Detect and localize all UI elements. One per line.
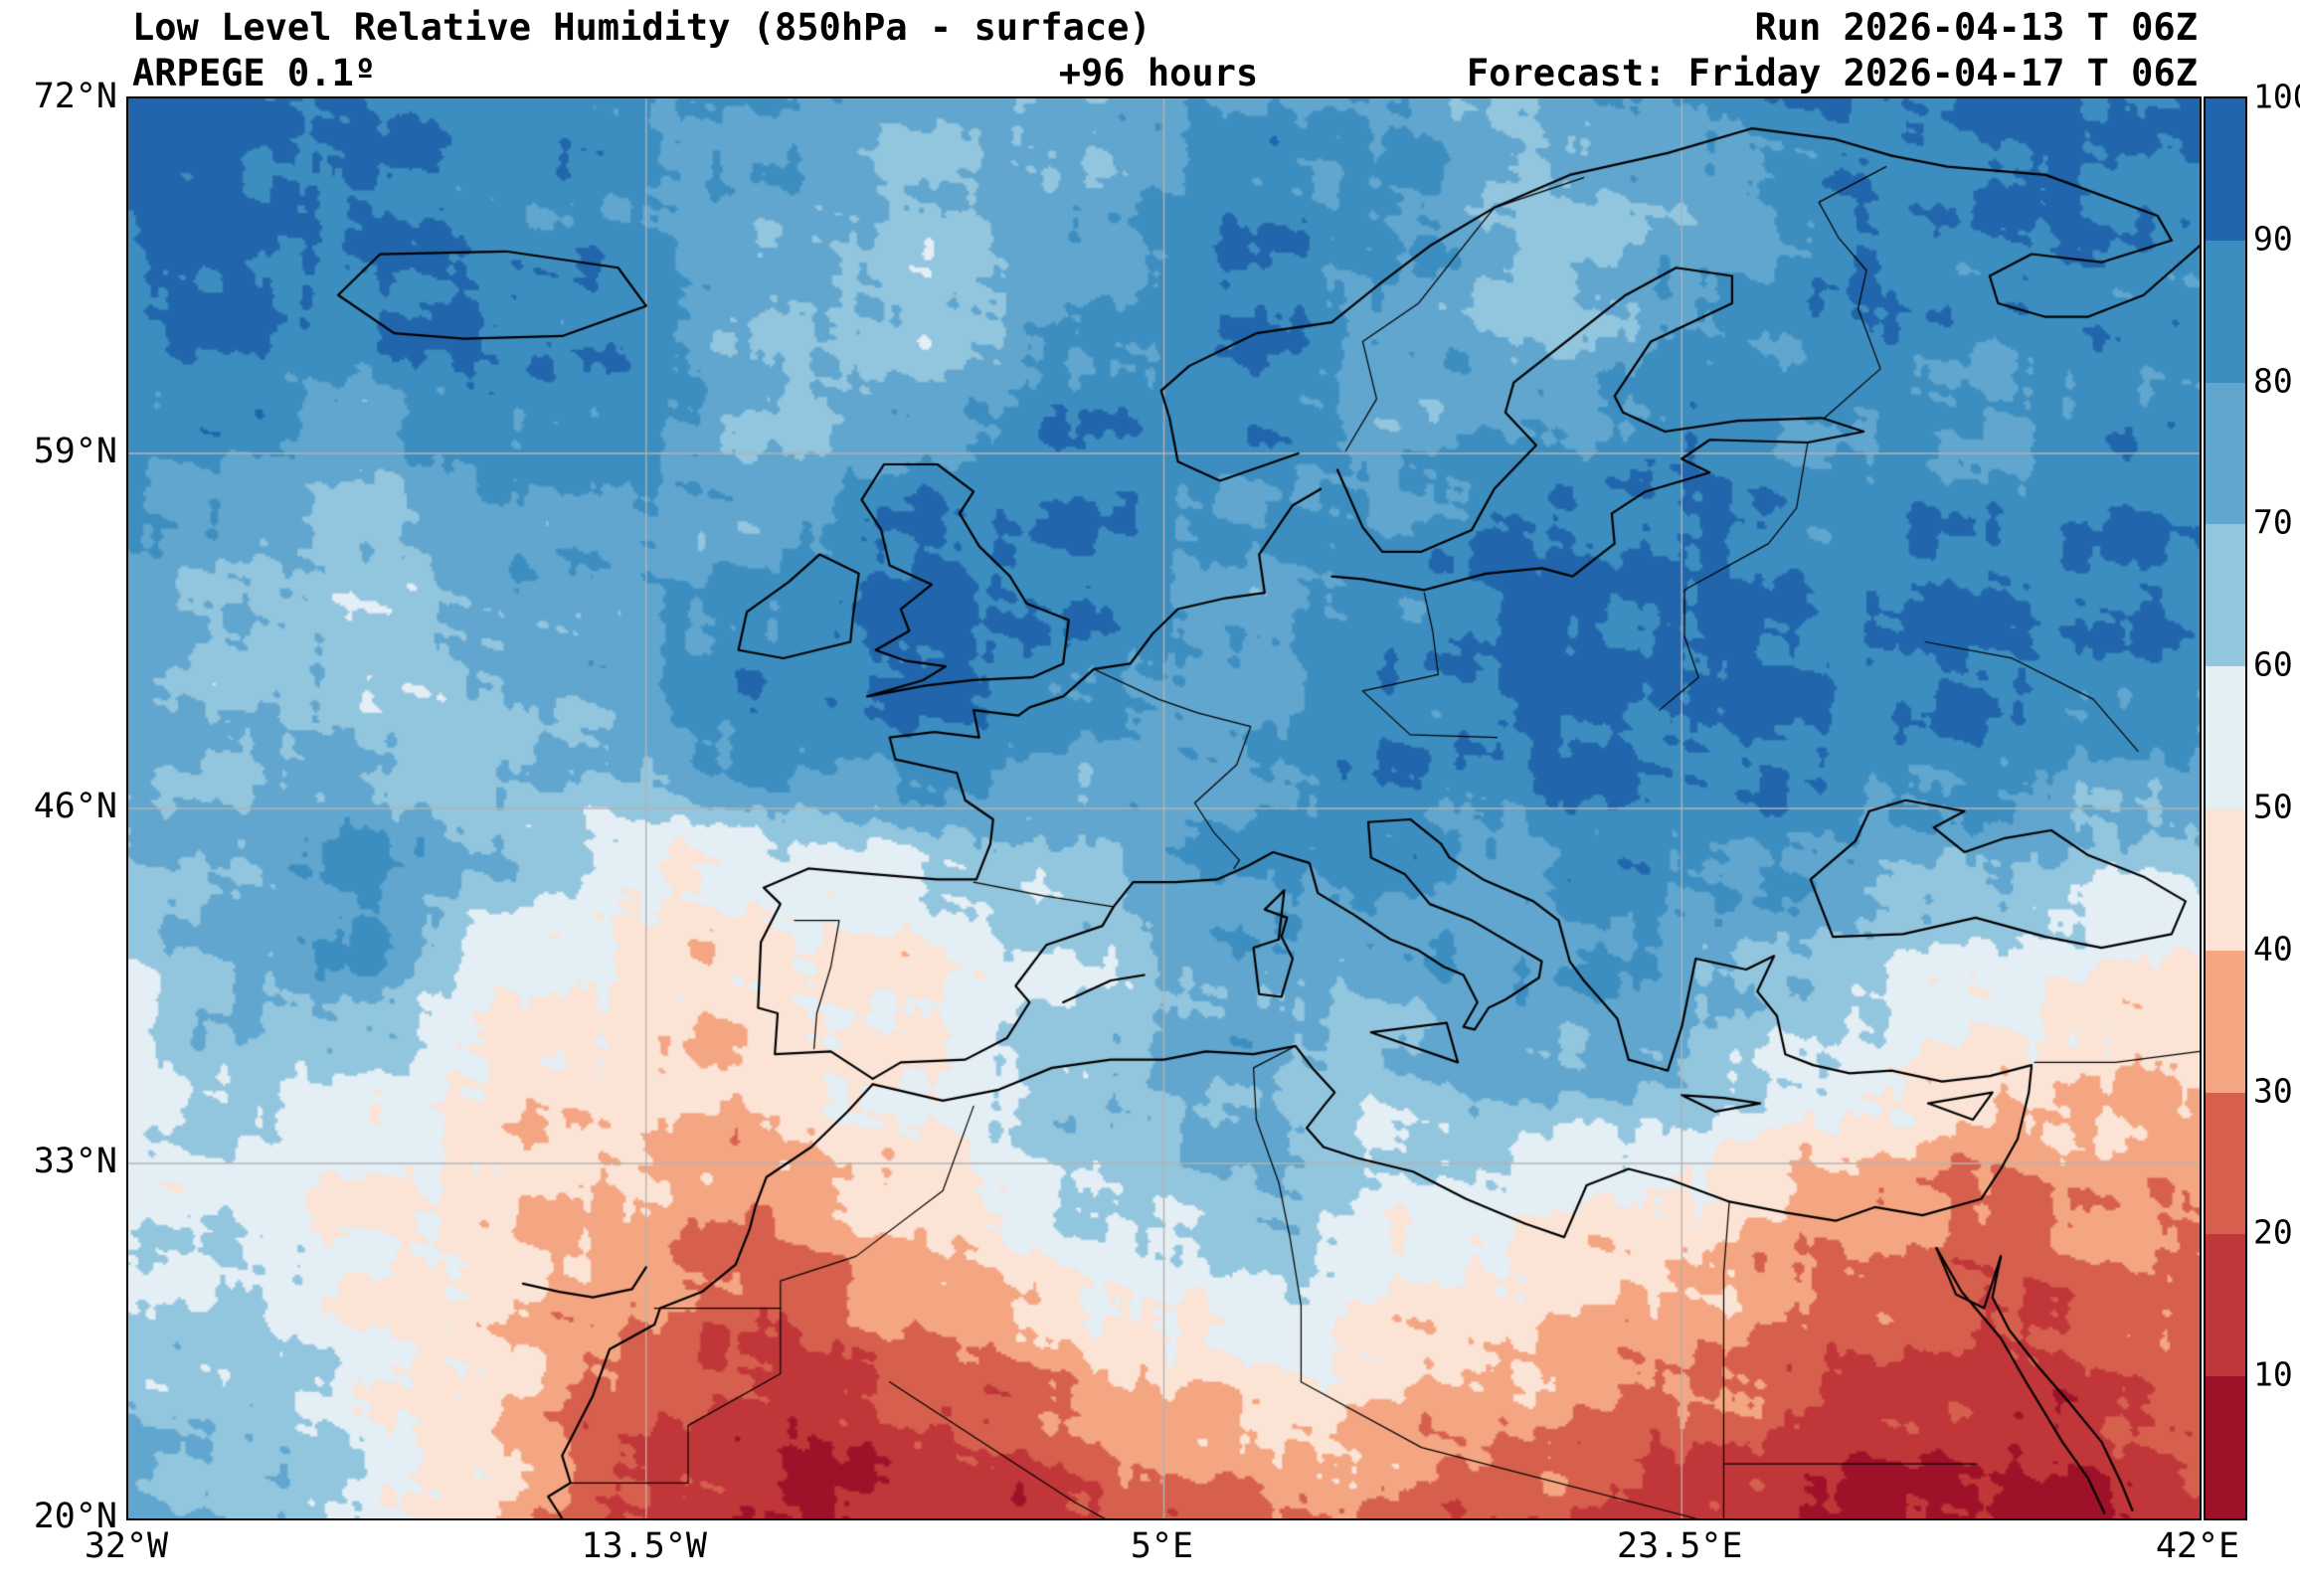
lon-tick-label: 13.5°W <box>581 1526 707 1566</box>
lat-tick-label: 59°N <box>33 432 117 471</box>
map-overlay-canvas <box>128 98 2200 1518</box>
lat-tick-label: 46°N <box>33 787 117 826</box>
colorbar <box>2204 96 2247 1520</box>
colorbar-segment <box>2206 382 2245 525</box>
colorbar-segment <box>2206 240 2245 383</box>
lat-tick-label: 20°N <box>33 1497 117 1536</box>
colorbar-tick-label: 100 <box>2253 77 2300 116</box>
forecast-label: Forecast: Friday 2026-04-17 T 06Z <box>1466 52 2198 94</box>
colorbar-tick-label: 40 <box>2253 929 2293 969</box>
chart-title: Low Level Relative Humidity (850hPa - su… <box>132 6 1151 49</box>
lon-tick-label: 42°E <box>2155 1526 2240 1566</box>
colorbar-ticks: 100 90 80 70 60 50 40 30 20 10 <box>2253 78 2300 1516</box>
colorbar-segment <box>2206 666 2245 808</box>
lat-tick-label: 33°N <box>33 1142 117 1181</box>
lon-tick-label: 5°E <box>1130 1526 1194 1566</box>
model-label: ARPEGE 0.1º <box>132 52 377 94</box>
lon-tick-label: 32°W <box>84 1526 169 1566</box>
colorbar-tick-label: 50 <box>2253 787 2293 826</box>
colorbar-tick-label: 90 <box>2253 219 2293 259</box>
colorbar-tick-label: 20 <box>2253 1212 2293 1252</box>
colorbar-segment <box>2206 807 2245 951</box>
colorbar-tick-label: 30 <box>2253 1071 2293 1111</box>
map-plot-area <box>126 96 2202 1520</box>
colorbar-segment <box>2206 1376 2245 1518</box>
colorbar-segment <box>2206 524 2245 667</box>
lon-tick-label: 23.5°E <box>1617 1526 1743 1566</box>
lat-tick-label: 72°N <box>33 77 117 116</box>
colorbar-tick-label: 70 <box>2253 502 2293 542</box>
colorbar-segment <box>2206 1234 2245 1377</box>
lead-time-label: +96 hours <box>1058 52 1259 94</box>
colorbar-segment <box>2206 1092 2245 1235</box>
colorbar-tick-label: 60 <box>2253 644 2293 684</box>
colorbar-segment <box>2206 950 2245 1093</box>
colorbar-tick-label: 80 <box>2253 361 2293 401</box>
colorbar-segment <box>2206 98 2245 241</box>
run-label: Run 2026-04-13 T 06Z <box>1754 6 2198 49</box>
colorbar-tick-label: 10 <box>2253 1354 2293 1394</box>
